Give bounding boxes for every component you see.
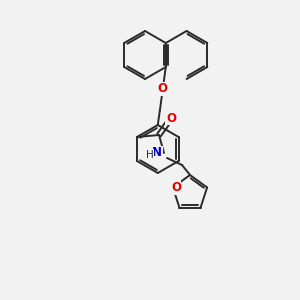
Text: O: O [158,82,168,95]
Text: H: H [146,150,154,160]
Text: O: O [166,112,176,124]
Text: N: N [152,146,162,160]
Text: O: O [171,181,181,194]
